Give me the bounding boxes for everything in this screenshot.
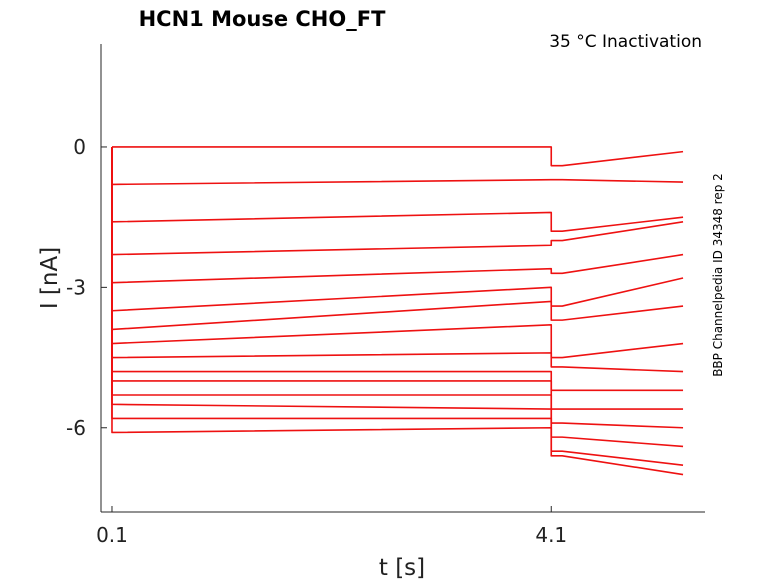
series-line-11: [111, 146, 684, 410]
x-axis-label: t [s]: [379, 555, 425, 581]
x-tick-label: 4.1: [535, 523, 567, 547]
y-tick-label: -3: [66, 275, 86, 299]
y-ticks: 0 -3 -6: [66, 135, 107, 440]
chart-subtitle: 35 °C Inactivation: [549, 32, 702, 52]
series-line-3: [111, 146, 684, 232]
series-line-13: [111, 146, 684, 448]
series-line-4: [111, 146, 684, 256]
series-line-15: [111, 146, 684, 476]
x-tick-label: 0.1: [96, 523, 128, 547]
series-line-2: [111, 146, 684, 186]
series-line-1: [111, 146, 684, 167]
y-tick-label: -6: [66, 416, 86, 440]
chart-title: HCN1 Mouse CHO_FT: [139, 7, 386, 31]
trace-group: [111, 146, 684, 476]
x-ticks: 0.1 4.1: [96, 506, 567, 547]
y-tick-label: 0: [73, 135, 86, 159]
series-line-5: [111, 146, 684, 284]
y-axis-label: I [nA]: [37, 247, 63, 309]
series-line-12: [111, 146, 684, 429]
series-line-6: [111, 146, 684, 312]
series-line-7: [111, 146, 684, 331]
side-label: BBP Channelpedia ID 34348 rep 2: [711, 173, 725, 377]
